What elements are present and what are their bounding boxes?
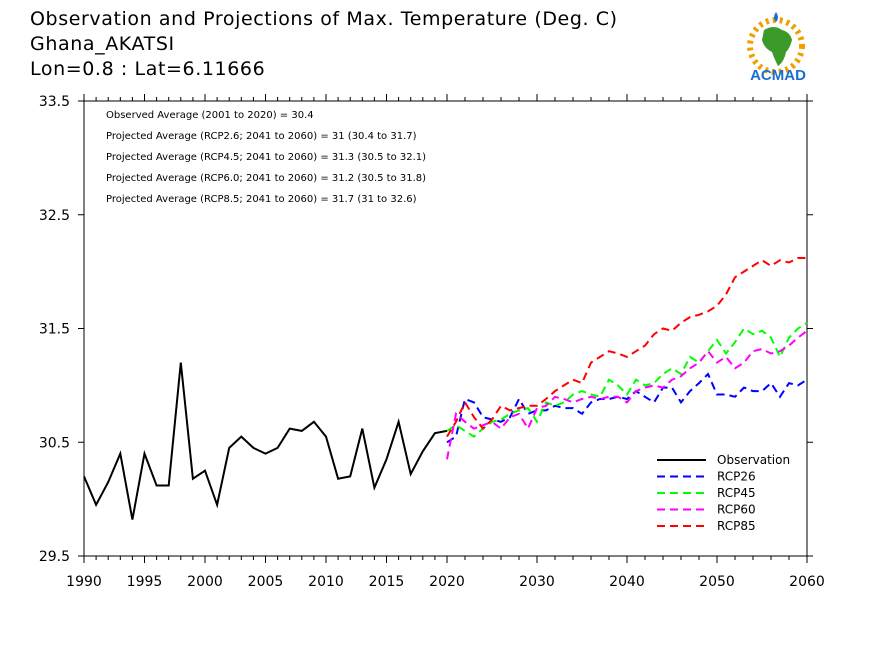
series-line-rcp60 — [446, 330, 808, 460]
chart-title: Observation and Projections of Max. Temp… — [30, 8, 618, 30]
x-tick-label: 2010 — [308, 574, 344, 590]
series-lines — [83, 257, 808, 520]
x-tick-label: 2040 — [609, 574, 645, 590]
legend-label: RCP26 — [717, 470, 756, 484]
location-name: Ghana_AKATSI — [30, 33, 175, 55]
legend: Observation RCP26 RCP45 RCP60 RCP85 — [657, 453, 790, 533]
legend-label: RCP85 — [717, 519, 756, 533]
y-tick-label: 30.5 — [39, 435, 70, 451]
plot-frame — [83, 100, 808, 557]
x-tick-label: 2050 — [699, 574, 735, 590]
legend-label: RCP45 — [717, 486, 756, 500]
y-tick-label: 32.5 — [39, 208, 70, 224]
average-annotation: Projected Average (RCP2.6; 2041 to 2060)… — [106, 131, 417, 142]
x-tick-label: 2005 — [248, 574, 284, 590]
y-tick-label: 29.5 — [39, 549, 70, 565]
x-tick-label: 2060 — [789, 574, 825, 590]
x-tick-label: 2030 — [519, 574, 555, 590]
x-tick-label: 2000 — [187, 574, 223, 590]
x-axis: 1990 1995 2000 2005 2010 2015 2020 2030 2040 2050… — [66, 94, 825, 590]
annotations: Observed Average (2001 to 2020) = 30.4 Pr… — [106, 110, 426, 205]
y-tick-label: 31.5 — [39, 322, 70, 338]
y-tick-label: 33.5 — [39, 94, 70, 110]
legend-label: RCP60 — [717, 503, 756, 517]
y-axis: 29.5 30.5 31.5 32.5 33.5 — [39, 94, 813, 565]
average-annotation: Projected Average (RCP6.0; 2041 to 2060)… — [106, 173, 426, 184]
x-tick-label: 1995 — [127, 574, 163, 590]
x-tick-label: 2015 — [369, 574, 405, 590]
series-line-rcp85 — [446, 257, 807, 438]
average-annotation: Projected Average (RCP4.5; 2041 to 2060)… — [106, 152, 426, 163]
coordinates: Lon=0.8 : Lat=6.11666 — [30, 58, 266, 80]
x-tick-label: 1990 — [66, 574, 102, 590]
acmad-logo: ACMAD — [738, 8, 818, 84]
average-annotation: Projected Average (RCP8.5; 2041 to 2060)… — [106, 194, 417, 205]
x-tick-label: 2020 — [429, 574, 465, 590]
legend-label: Observation — [717, 453, 790, 467]
average-annotation: Observed Average (2001 to 2020) = 30.4 — [106, 110, 314, 121]
series-line-rcp45 — [446, 321, 808, 438]
series-line-rcp26 — [446, 372, 808, 444]
series-line-observation — [83, 362, 448, 520]
logo-text: ACMAD — [750, 67, 806, 84]
